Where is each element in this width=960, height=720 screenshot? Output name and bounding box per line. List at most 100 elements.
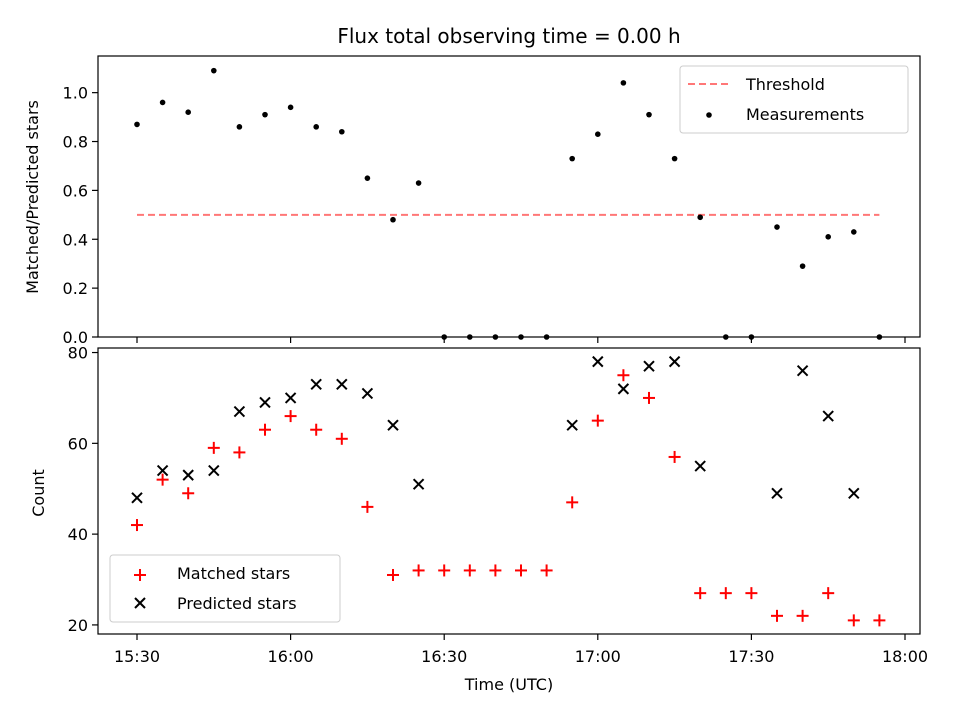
measurement-point [620, 80, 627, 86]
matched-star-point [566, 496, 579, 509]
x-axis-label: Time (UTC) [464, 675, 553, 694]
matched-star-point [873, 614, 886, 627]
measurement-point [185, 109, 191, 115]
legend-measurements-label: Measurements [746, 105, 864, 124]
top-ytick-label: 1.0 [63, 84, 88, 103]
matched-star-point [233, 446, 246, 459]
measurement-point [569, 155, 575, 162]
predicted-star-point [233, 405, 246, 418]
xtick-label: 16:00 [268, 647, 314, 666]
xtick-label: 17:30 [728, 647, 774, 666]
bottom-ytick-label: 40 [68, 525, 88, 544]
measurement-point [492, 334, 499, 340]
predicted-star-point [387, 419, 399, 431]
bottom-legend: Matched stars Predicted stars [109, 554, 341, 623]
measurement-point [671, 155, 678, 162]
top-plot-area [134, 67, 883, 340]
matched-star-point [796, 609, 809, 622]
bottom-ytick-label: 60 [68, 434, 88, 453]
xtick-label: 16:30 [421, 647, 467, 666]
measurement-point [799, 263, 806, 269]
predicted-star-point [643, 360, 655, 372]
measurement-point [287, 104, 294, 111]
predicted-star-point [284, 392, 297, 404]
bottom-ytick-label: 80 [68, 344, 88, 363]
measurement-point [262, 111, 268, 118]
measurement-point [467, 334, 473, 340]
measurement-point [543, 334, 550, 340]
predicted-star-point [412, 478, 425, 490]
predicted-star-point [848, 487, 860, 499]
matched-star-point [719, 587, 732, 600]
bottom-panel-frame [97, 347, 921, 635]
matched-star-point [847, 614, 860, 627]
predicted-star-point [259, 396, 271, 409]
xtick-label: 17:00 [575, 647, 621, 666]
matched-star-point [387, 568, 399, 581]
predicted-star-point [566, 419, 578, 431]
matched-star-point [591, 414, 604, 427]
matched-star-point [284, 410, 297, 423]
measurement-point [313, 124, 320, 130]
xtick-label: 18:00 [882, 647, 928, 666]
predicted-star-point [822, 410, 834, 422]
matched-star-point [310, 423, 323, 436]
matched-star-point [617, 369, 630, 382]
matched-star-point [361, 500, 374, 513]
measurement-point [851, 229, 857, 235]
predicted-star-point [131, 492, 143, 504]
matched-star-point [771, 609, 783, 622]
bottom-y-axis-label: Count [29, 469, 48, 517]
measurement-point [876, 334, 883, 340]
matched-star-point [745, 587, 758, 600]
legend-matched-swatch [134, 569, 146, 581]
predicted-star-point [771, 487, 783, 499]
chart-title: Flux total observing time = 0.00 h [337, 24, 680, 48]
predicted-star-point [208, 464, 220, 477]
matched-star-point [694, 587, 707, 600]
predicted-star-point [310, 378, 322, 391]
predicted-star-point [156, 464, 169, 477]
top-legend: Threshold Measurements [679, 65, 909, 134]
top-panel-frame [97, 55, 921, 338]
matched-star-point [540, 564, 553, 577]
measurement-point [364, 175, 371, 181]
bottom-x-ticks: 15:30 16:00 16:30 17:00 17:30 18:00 [114, 634, 928, 666]
measurement-point [595, 131, 601, 137]
bottom-y-ticks: 20 40 60 80 [68, 344, 98, 635]
matched-star-point [412, 564, 425, 577]
measurement-point [774, 224, 780, 230]
matched-star-point [259, 423, 271, 436]
matched-star-point [182, 487, 195, 500]
top-ytick-label: 0.8 [63, 133, 88, 152]
measurement-point [518, 334, 524, 340]
bottom-legend-box [109, 554, 341, 623]
measurement-point [748, 334, 755, 340]
measurement-point [441, 334, 448, 340]
predicted-star-point [694, 460, 706, 472]
predicted-star-point [592, 355, 604, 368]
top-y-axis-label: Matched/Predicted stars [23, 100, 42, 294]
matched-star-point [515, 564, 527, 577]
predicted-star-point [361, 387, 374, 400]
measurement-point [339, 128, 345, 135]
top-ytick-label: 0.0 [63, 328, 88, 347]
measurement-point [134, 121, 140, 128]
predicted-star-point [336, 378, 348, 391]
measurement-point [390, 216, 396, 223]
measurement-point [825, 234, 831, 240]
legend-measurements-swatch [706, 112, 712, 118]
predicted-star-point [796, 364, 809, 377]
matched-star-point [131, 519, 143, 532]
top-ytick-label: 0.2 [63, 279, 88, 298]
top-y-ticks: 0.0 0.2 0.4 0.6 0.8 1.0 [63, 84, 98, 347]
top-legend-box [679, 65, 909, 134]
bottom-plot-area [131, 355, 886, 627]
matched-star-point [643, 391, 655, 404]
measurement-point [723, 334, 729, 340]
measurement-point [159, 99, 166, 106]
predicted-star-point [182, 469, 194, 481]
matched-star-point [463, 564, 476, 577]
